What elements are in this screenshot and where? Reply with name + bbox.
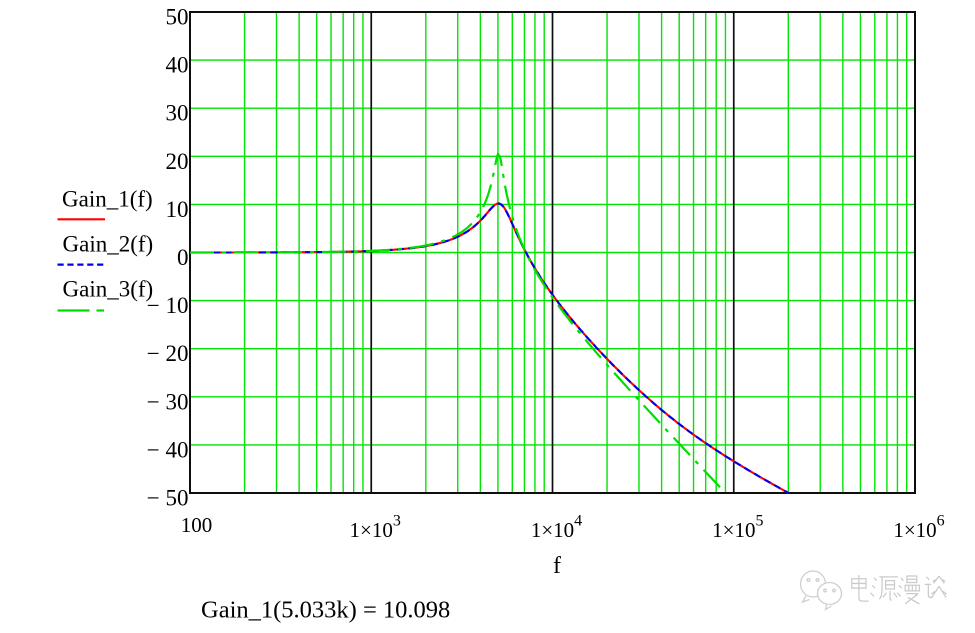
svg-text:Gain_1(5.033k) = 10.098: Gain_1(5.033k) = 10.098 (201, 597, 450, 624)
svg-text:− 50: − 50 (147, 486, 189, 511)
svg-text:1×104: 1×104 (531, 513, 582, 543)
svg-text:30: 30 (166, 101, 189, 126)
svg-text:f: f (553, 553, 561, 579)
svg-text:− 40: − 40 (147, 437, 189, 462)
svg-text:20: 20 (166, 149, 189, 174)
svg-text:1×106: 1×106 (893, 513, 944, 543)
svg-text:0: 0 (177, 245, 189, 270)
svg-text:− 10: − 10 (147, 293, 189, 318)
svg-text:10: 10 (166, 197, 189, 222)
svg-text:50: 50 (166, 5, 189, 30)
svg-text:− 20: − 20 (147, 341, 189, 366)
svg-text:100: 100 (181, 513, 213, 537)
svg-text:Gain_1(f): Gain_1(f) (62, 187, 153, 212)
svg-text:1×103: 1×103 (350, 513, 401, 543)
svg-text:40: 40 (166, 53, 189, 78)
svg-text:Gain_3(f): Gain_3(f) (63, 277, 154, 302)
svg-text:Gain_2(f): Gain_2(f) (63, 232, 154, 257)
svg-text:1×105: 1×105 (712, 513, 763, 543)
svg-text:− 30: − 30 (147, 389, 189, 414)
